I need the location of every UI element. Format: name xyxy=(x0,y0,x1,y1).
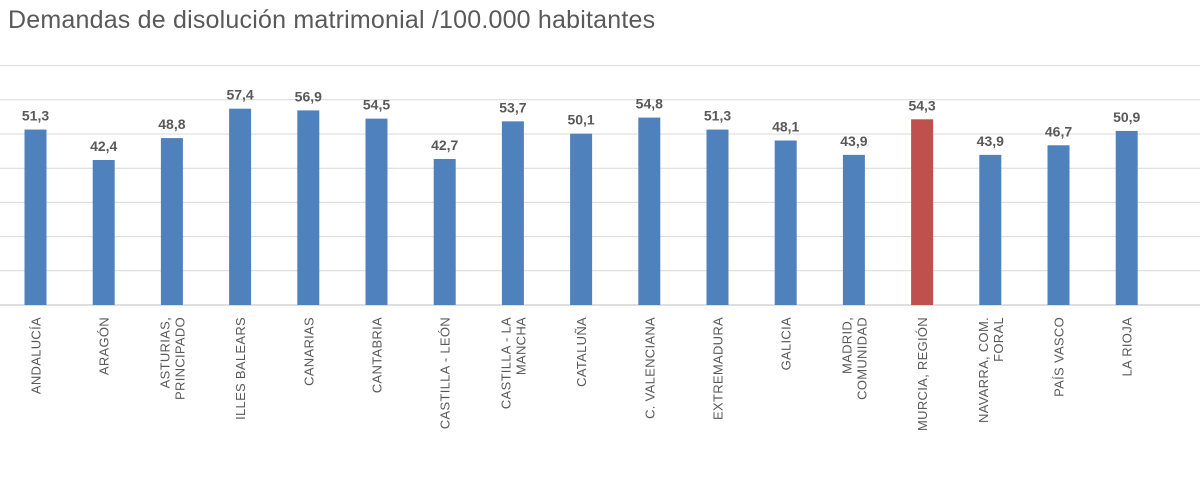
category-label-line: ILLES BALEARS xyxy=(233,317,248,420)
category-label-line: FORAL xyxy=(991,317,1006,362)
value-labels: 51,3 42,4 48,8 57,4 56,9 54,5 42,7 53,7 50,1 54,8… xyxy=(22,87,1141,154)
category-label-line: CANTABRIA xyxy=(370,317,385,393)
bar-la-rioja xyxy=(1115,130,1138,305)
category-label-line: PAÍS VASCO xyxy=(1052,317,1067,397)
category-label: LA RIOJA xyxy=(1120,317,1135,377)
data-label: 51,3 xyxy=(22,108,49,124)
category-label: NAVARRA, COM. FORAL xyxy=(976,317,1006,423)
category-label-line: MADRID, xyxy=(839,317,854,374)
bar-canarias xyxy=(297,110,320,305)
category-label-line: MURCIA, REGIÓN xyxy=(915,317,930,431)
category-label-line: MANCHA xyxy=(513,317,528,375)
category-label: ASTURIAS, PRINCIPADO xyxy=(157,317,187,400)
bar-cantabria xyxy=(365,118,388,305)
category-label-line: CATALUÑA xyxy=(574,317,589,387)
bar-murcia-región xyxy=(911,119,934,305)
data-label: 50,9 xyxy=(1113,109,1140,125)
bar-andalucía xyxy=(24,129,47,305)
category-label-line: ANDALUCÍA xyxy=(29,317,44,394)
data-label: 50,1 xyxy=(567,112,594,128)
bar-aragón xyxy=(92,159,115,305)
category-label: MADRID, COMUNIDAD xyxy=(839,317,869,400)
data-label: 42,7 xyxy=(431,137,458,153)
category-label: CANARIAS xyxy=(301,317,316,386)
chart-title: Demandas de disolución matrimonial /100.… xyxy=(8,6,656,34)
data-label: 56,9 xyxy=(295,88,322,104)
category-label: ARAGÓN xyxy=(97,317,112,375)
category-label: MURCIA, REGIÓN xyxy=(915,317,930,431)
category-label-line: COMUNIDAD xyxy=(854,317,869,400)
category-label-line: NAVARRA, COM. xyxy=(976,317,991,423)
category-label: EXTREMADURA xyxy=(711,317,726,420)
data-label: 43,9 xyxy=(977,133,1004,149)
bar-castilla-león xyxy=(433,158,456,305)
category-label-line: GALICIA xyxy=(779,317,794,370)
category-label-line: ARAGÓN xyxy=(97,317,112,375)
category-label: PAÍS VASCO xyxy=(1052,317,1067,397)
bar-galicia xyxy=(774,140,797,305)
category-label: ILLES BALEARS xyxy=(233,317,248,420)
category-label-line: CASTILLA - LA xyxy=(498,317,513,409)
data-label: 43,9 xyxy=(840,133,867,149)
data-label: 53,7 xyxy=(499,99,526,115)
category-label-line: ASTURIAS, xyxy=(157,317,172,388)
category-label-line: CASTILLA - LEÓN xyxy=(438,317,453,429)
category-label: CASTILLA - LEÓN xyxy=(438,317,453,429)
bar-castilla-la-mancha xyxy=(501,121,524,305)
data-label: 54,3 xyxy=(908,97,935,113)
bar-asturias-principado xyxy=(160,138,183,305)
bar-navarra-com-foral xyxy=(979,154,1002,305)
bar-extremadura xyxy=(706,129,729,305)
category-label: ANDALUCÍA xyxy=(29,317,44,394)
category-label: CANTABRIA xyxy=(370,317,385,393)
category-label-line: CANARIAS xyxy=(301,317,316,386)
category-label-line: LA RIOJA xyxy=(1120,317,1135,377)
bar-c-valenciana xyxy=(638,117,661,305)
category-label: CATALUÑA xyxy=(574,317,589,387)
bar-illes-balears xyxy=(229,108,252,305)
category-label: C. VALENCIANA xyxy=(642,317,657,419)
data-label: 51,3 xyxy=(704,108,731,124)
category-label: GALICIA xyxy=(779,317,794,370)
bar-país-vasco xyxy=(1047,145,1070,305)
data-label: 54,8 xyxy=(636,96,663,112)
category-label-line: EXTREMADURA xyxy=(711,317,726,420)
bars xyxy=(24,108,1138,305)
category-label: CASTILLA - LA MANCHA xyxy=(498,317,528,409)
bar-cataluña xyxy=(570,133,593,305)
data-label: 48,8 xyxy=(158,116,185,132)
category-label-line: C. VALENCIANA xyxy=(642,317,657,419)
category-labels: ANDALUCÍA ARAGÓN ASTURIAS, PRINCIPADO ILLES … xyxy=(29,317,1135,431)
data-label: 46,7 xyxy=(1045,123,1072,139)
bar-madrid-comunidad xyxy=(842,154,865,305)
category-label-line: PRINCIPADO xyxy=(172,317,187,400)
data-label: 42,4 xyxy=(90,138,117,154)
data-label: 57,4 xyxy=(226,87,253,103)
data-label: 48,1 xyxy=(772,118,799,134)
data-label: 54,5 xyxy=(363,97,390,113)
gridlines xyxy=(0,65,1200,306)
